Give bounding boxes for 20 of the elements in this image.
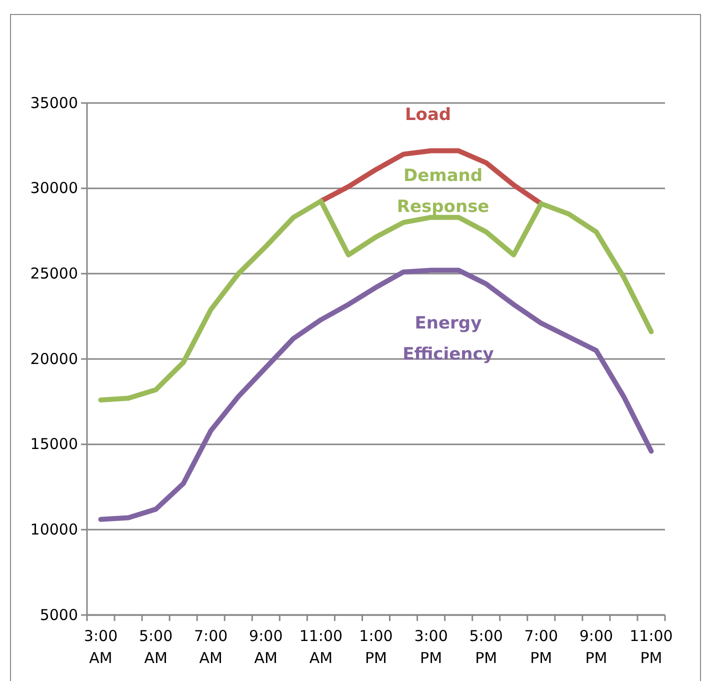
y-tick-label: 5000 (40, 606, 78, 624)
x-tick-label: 5:00 PM (469, 627, 503, 667)
series-label: Demand Response (396, 166, 490, 217)
x-tick-label: 9:00 PM (579, 627, 614, 667)
y-tick-label: 35000 (30, 94, 78, 112)
x-tick-label: 11:00 AM (299, 627, 343, 667)
y-tick-label: 20000 (30, 350, 78, 368)
x-tick-label: 9:00 AM (249, 627, 283, 667)
y-tick-label: 15000 (30, 435, 78, 454)
x-tick-label: 1:00 PM (359, 627, 393, 667)
y-tick-label: 30000 (30, 179, 78, 198)
series-label: Load (404, 104, 452, 125)
x-tick-label: 7:00 PM (524, 627, 558, 667)
y-tick-label: 10000 (30, 520, 78, 538)
x-tick-label: 5:00 AM (138, 627, 173, 667)
x-tick-label: 3:00 AM (84, 627, 118, 667)
x-tick-label: 3:00 PM (414, 627, 448, 667)
x-tick-label: 7:00 AM (194, 627, 228, 667)
y-tick-label: 25000 (30, 264, 78, 282)
x-tick-label: 11:00 PM (630, 627, 673, 667)
